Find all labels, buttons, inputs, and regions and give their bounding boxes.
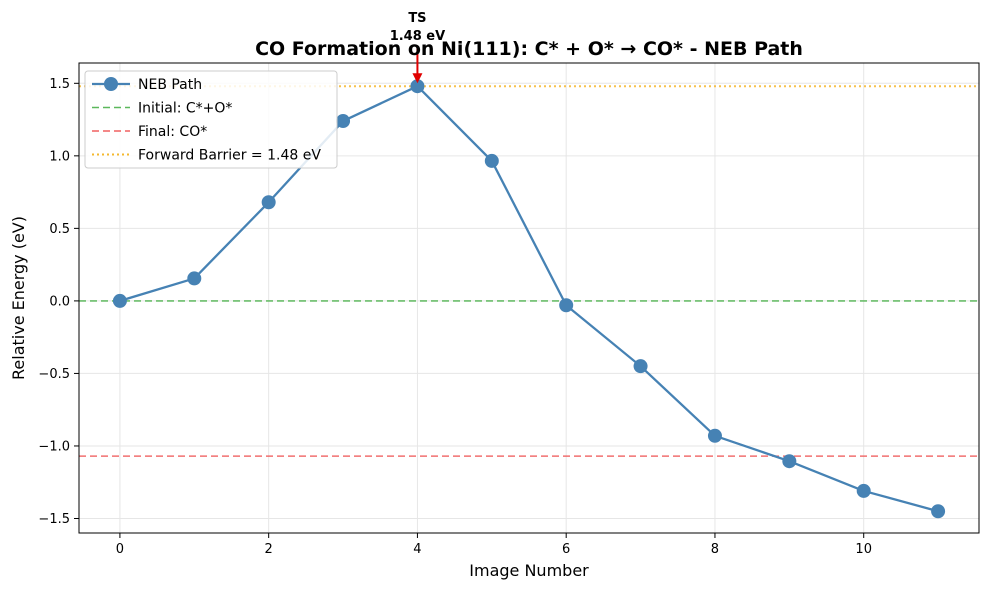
legend-label: NEB Path — [138, 77, 202, 93]
series-line — [119, 85, 939, 513]
ts-arrow-head — [412, 73, 423, 84]
data-point — [559, 298, 574, 313]
x-tick-label: 4 — [413, 542, 421, 557]
x-tick-label: 10 — [855, 542, 872, 557]
y-tick-label: 0.5 — [49, 222, 70, 237]
x-axis-label: Image Number — [469, 561, 589, 580]
data-point — [410, 79, 425, 94]
data-point — [856, 483, 871, 498]
chart-title: CO Formation on Ni(111): C* + O* → CO* -… — [255, 38, 803, 60]
legend-label: Forward Barrier = 1.48 eV — [138, 148, 321, 164]
data-point — [707, 428, 722, 443]
y-tick-label: −1.5 — [38, 512, 70, 527]
x-tick-label: 6 — [562, 542, 570, 557]
data-point — [261, 195, 276, 210]
y-tick-label: 0.0 — [49, 294, 70, 309]
series — [112, 79, 946, 519]
data-point — [336, 114, 351, 129]
y-tick-label: −0.5 — [38, 367, 70, 382]
legend: NEB Path Initial: C*+O* Final: CO* Forward … — [84, 70, 338, 169]
data-point — [112, 293, 127, 308]
legend-box — [84, 70, 338, 169]
legend-label: Initial: C*+O* — [138, 101, 232, 117]
y-tick-label: 1.5 — [49, 77, 70, 92]
data-point — [633, 359, 648, 374]
x-tick-label: 8 — [711, 542, 719, 557]
data-point — [187, 271, 202, 286]
plot-frame — [78, 62, 980, 534]
ticks: 0 2 4 6 8 10 −1.5 −1.0 −0.5 0.0 0.5 1.0 1.5 — [38, 77, 872, 557]
x-tick-label: 2 — [265, 542, 273, 557]
y-tick-label: −1.0 — [38, 439, 70, 454]
y-tick-label: 1.0 — [49, 149, 70, 164]
data-point — [484, 153, 499, 168]
ts-energy-label: 1.48 eV — [390, 29, 445, 44]
legend-label: Final: CO* — [138, 124, 207, 140]
data-point — [782, 454, 797, 469]
x-tick-label: 0 — [116, 542, 124, 557]
legend-swatch-marker — [104, 77, 118, 91]
ts-label: TS — [408, 11, 426, 26]
data-point — [931, 504, 946, 519]
y-axis-label: Relative Energy (eV) — [9, 216, 28, 380]
ts-annotation: TS 1.48 eV — [390, 11, 445, 84]
